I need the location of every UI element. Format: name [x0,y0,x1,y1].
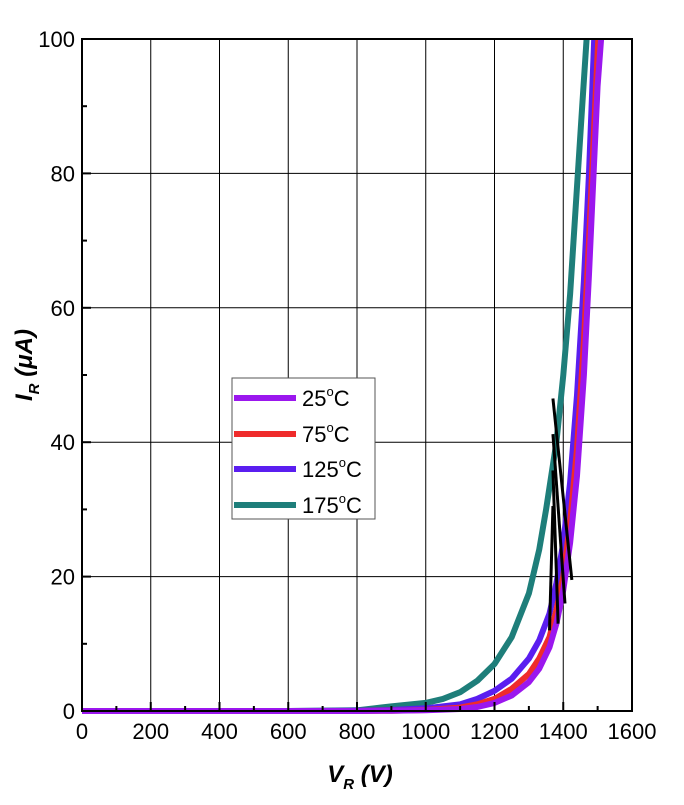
series-line-175c [82,38,590,714]
leader-line [551,434,567,604]
legend-box [231,377,376,520]
tick-labels: 0 200 400 600 800 1000 1200 1400 1600 0 20 40 60 80 10… [38,27,656,744]
annotation-leaders [548,398,574,631]
series-lines [82,38,605,714]
legend-label: 75oC [302,420,350,447]
legend: 25oC 75oC 125oC 175oC [231,377,376,520]
x-tick-label: 800 [339,719,376,744]
y-tick-label: 40 [51,430,75,455]
x-tick-label: 0 [76,719,88,744]
y-tick-label: 0 [63,699,75,724]
x-tick-label: 1200 [470,719,519,744]
legend-item: 125oC [234,455,362,482]
x-tick-label: 1600 [608,719,657,744]
leader-line [551,398,574,581]
legend-label: 25oC [302,384,350,411]
legend-item: 175oC [234,491,362,518]
y-tick-label: 60 [51,296,75,321]
x-tick-label: 200 [132,719,169,744]
x-tick-label: 600 [270,719,307,744]
legend-item: 25oC [234,384,350,411]
x-tick-label: 1400 [539,719,588,744]
leader-line [548,505,555,631]
legend-label: 125oC [302,455,362,482]
y-tick-label: 100 [38,27,75,52]
x-tick-label: 1000 [401,719,450,744]
y-tick-label: 20 [51,565,75,590]
y-tick-label: 80 [51,161,75,186]
series-line-125c [82,38,598,714]
axis-ticks [81,38,633,712]
y-axis-title: IR (μA) [11,329,43,401]
x-tick-label: 400 [201,719,238,744]
legend-item: 75oC [234,420,350,447]
leader-line [551,470,560,624]
x-axis-title: VR (V) [327,761,393,793]
legend-label: 175oC [302,491,362,518]
